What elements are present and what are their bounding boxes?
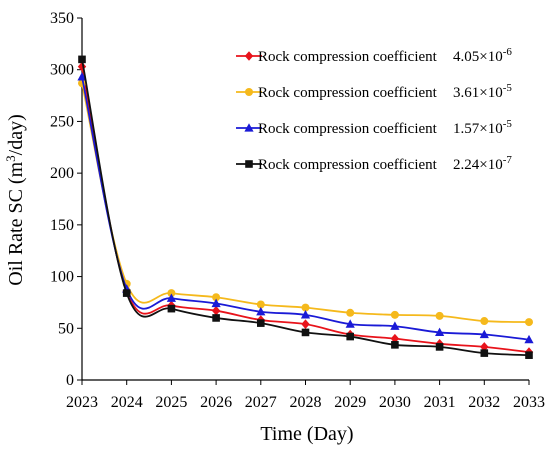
data-point [525,351,533,359]
data-point [480,349,489,357]
data-point [256,306,266,316]
data-point [479,329,489,339]
legend-exponent: -5 [503,118,513,130]
x-tick-label: 2028 [290,394,322,411]
data-point [345,319,355,328]
legend-item-1: Rock compression coefficient 4.05×10-6 [236,46,512,65]
legend-exponent: -6 [503,46,513,58]
y-axis-title-sup: 3 [3,155,18,162]
y-tick-label: 200 [50,165,74,182]
x-tick-label: 2029 [334,394,366,411]
legend-marker [245,88,253,96]
data-point [435,327,445,337]
legend-value: 4.05×10-6 [453,46,512,65]
data-point [391,341,399,349]
data-point [480,317,489,326]
x-tick-label: 2031 [424,394,456,411]
y-tick-label: 300 [50,62,74,79]
series-layer [77,55,534,359]
y-axis-ticks: 0 50 100 150 200 250 300 350 [50,10,82,389]
data-point [212,314,220,322]
data-point [211,298,221,308]
x-tick-label: 2024 [111,394,143,411]
data-point [167,304,176,313]
legend-value: 3.61×10-5 [453,82,512,101]
legend-item-2: Rock compression coefficient 3.61×10-5 [236,82,512,101]
y-tick-label: 50 [58,320,74,337]
data-point [390,321,400,330]
data-point [390,310,399,319]
y-tick-label: 150 [50,217,74,234]
series-line [81,82,530,323]
data-point [77,72,87,81]
y-axis-title-main: Oil Rate SC (m [5,161,27,285]
legend-label: Rock compression coefficient [258,49,438,65]
x-axis-ticks: 2023 2024 2025 2026 2027 2028 2029 2030 2031 2032… [66,380,545,411]
x-tick-label: 2026 [200,394,232,411]
data-point [480,342,489,352]
legend-exponent: -7 [503,154,513,166]
data-point [524,334,534,344]
data-point [346,332,354,341]
data-point [435,343,444,351]
data-point [256,300,265,309]
data-point [346,308,355,317]
y-axis-title-tail: /day) [5,114,27,155]
x-tick-label: 2027 [245,394,277,411]
data-point [257,319,265,327]
data-point [212,293,221,302]
series-2 [78,79,533,327]
data-point [435,311,444,320]
legend-marker [244,51,254,61]
data-point [211,305,221,316]
legend-marker [244,123,254,132]
legend-item-4: Rock compression coefficient 2.24×10-7 [236,154,512,173]
series-4 [78,55,533,359]
y-tick-label: 100 [50,269,74,286]
x-tick-label: 2030 [379,394,411,411]
legend: Rock compression coefficient 4.05×10-6Roc… [236,46,512,173]
data-point [78,55,86,64]
data-point [301,319,310,329]
y-tick-label: 0 [66,372,74,389]
y-tick-label: 250 [50,113,74,130]
legend-marker [245,160,253,168]
x-tick-label: 2023 [66,394,98,411]
legend-label: Rock compression coefficient [258,121,438,137]
y-tick-label: 350 [50,10,74,27]
data-point [525,318,533,327]
legend-value: 1.57×10-5 [453,118,512,137]
legend-exponent: -5 [503,82,513,94]
x-tick-label: 2025 [155,394,187,411]
x-tick-label: 2032 [468,394,500,411]
data-point [390,333,400,344]
data-point [122,289,131,297]
legend-item-3: Rock compression coefficient 1.57×10-5 [236,118,512,137]
data-point [300,310,311,319]
x-axis-title: Time (Day) [260,423,353,445]
x-tick-label: 2033 [513,394,545,411]
series-line [81,76,530,341]
y-axis-title: Oil Rate SC (m3/day) [3,114,27,285]
legend-label: Rock compression coefficient [258,85,438,101]
data-point [301,303,310,312]
data-point [167,289,176,298]
data-point [166,293,176,302]
legend-value: 2.24×10-7 [453,154,512,173]
legend-label: Rock compression coefficient [258,157,438,173]
data-point [301,328,310,337]
